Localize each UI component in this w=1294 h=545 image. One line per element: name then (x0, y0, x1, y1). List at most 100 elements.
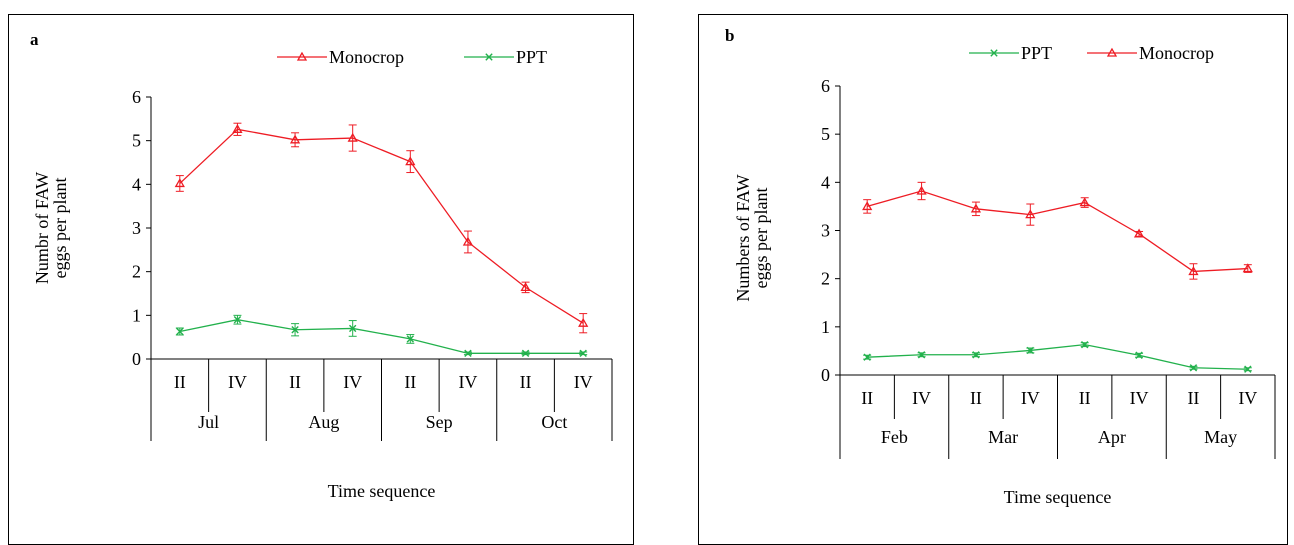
y-tick-label: 6 (132, 87, 141, 107)
legend-label: Monocrop (329, 47, 404, 67)
series-monocrop (862, 181, 1253, 280)
marker-x-stroke (1189, 364, 1198, 372)
y-tick-label: 1 (132, 305, 141, 325)
x-tick-label: II (174, 372, 186, 392)
legend-entry-ppt: PPT (969, 43, 1052, 63)
y-tick-label: 5 (821, 124, 830, 144)
panel-label: a (30, 30, 39, 49)
y-tick-label: 0 (132, 349, 141, 369)
legend-marker (485, 53, 493, 61)
y-tick-label: 2 (821, 269, 830, 289)
y-tick-label: 5 (132, 131, 141, 151)
data-point (289, 134, 301, 144)
y-tick-label: 4 (821, 172, 830, 192)
data-point (1026, 346, 1035, 355)
legend-label: PPT (516, 47, 547, 67)
data-point (1244, 365, 1252, 373)
marker-x-stroke (972, 351, 980, 359)
data-point (464, 349, 472, 358)
legend-marker (1106, 47, 1118, 57)
data-point (347, 132, 358, 142)
data-point (1133, 228, 1145, 238)
legend-entry-ppt: PPT (464, 47, 547, 67)
x-tick-label: IV (343, 372, 362, 392)
data-point (1189, 364, 1198, 372)
y-tick-label: 2 (132, 262, 141, 282)
data-point (578, 317, 589, 327)
x-tick-label: IV (458, 372, 477, 392)
x-group-label: Sep (426, 412, 453, 432)
data-point (862, 201, 873, 211)
data-point (462, 236, 474, 246)
legend-label: Monocrop (1139, 43, 1214, 63)
chart-svg: a 0 1 2 3 4 5 6 II IV II IV II IV II IV Jul Aug Sep Oct Time… (30, 30, 613, 501)
y-tick-label: 3 (821, 221, 830, 241)
y-axis-title-line1: Numbers of FAW (733, 174, 753, 301)
data-point (1242, 263, 1253, 273)
legend-entry-monocrop: Monocrop (1087, 43, 1214, 63)
x-group-label: Mar (988, 427, 1018, 447)
x-axis-title: Time sequence (1004, 487, 1112, 507)
x-tick-label: IV (1130, 388, 1149, 408)
x-tick-label: II (861, 388, 873, 408)
marker-x-stroke (917, 351, 926, 359)
series-line (179, 319, 584, 354)
y-axis-title-line1: Numbr of FAW (32, 172, 52, 284)
x-tick-label: II (520, 372, 532, 392)
marker-x-stroke (464, 349, 472, 358)
y-tick-label: 6 (821, 76, 830, 96)
data-point (406, 335, 415, 343)
chart-panel-b: b 0 1 2 3 4 5 6 II IV II IV II IV II IV Feb Mar Apr May Time… (698, 14, 1288, 545)
panel-label: b (725, 26, 734, 45)
marker-x-stroke (1080, 340, 1089, 349)
data-point (521, 349, 530, 358)
data-point (1025, 209, 1036, 219)
marker-x-stroke (291, 326, 299, 334)
legend-marker (296, 51, 308, 61)
series-monocrop (174, 122, 589, 334)
data-point (972, 351, 980, 359)
data-point (174, 178, 185, 188)
data-point (917, 351, 926, 359)
x-axis-title: Time sequence (328, 481, 436, 501)
marker-x-stroke (521, 349, 530, 358)
data-point (1135, 351, 1143, 359)
data-point (176, 327, 184, 336)
series-ppt (863, 340, 1252, 373)
marker-x-stroke (1026, 346, 1035, 355)
series-line (179, 128, 584, 324)
marker-x-stroke (1135, 351, 1143, 359)
x-group-label: May (1204, 427, 1237, 447)
marker-x-stroke (406, 335, 415, 343)
x-tick-label: IV (1021, 388, 1040, 408)
chart-panel-a: a 0 1 2 3 4 5 6 II IV II IV II IV II IV Jul Aug Sep Oct Time… (8, 14, 634, 545)
x-tick-label: IV (228, 372, 247, 392)
series-line (867, 343, 1248, 370)
x-group-label: Feb (881, 427, 908, 447)
marker-x-stroke (233, 316, 242, 324)
data-point (1079, 197, 1090, 207)
legend-entry-monocrop: Monocrop (277, 47, 404, 67)
x-tick-label: IV (912, 388, 931, 408)
data-point (1188, 266, 1199, 276)
y-tick-label: 3 (132, 218, 141, 238)
x-tick-label: II (1079, 388, 1091, 408)
legend-label: PPT (1021, 43, 1052, 63)
x-tick-label: IV (574, 372, 593, 392)
data-point (970, 203, 982, 213)
marker-x-stroke (485, 53, 493, 61)
x-tick-label: II (970, 388, 982, 408)
x-tick-label: IV (1238, 388, 1257, 408)
data-point (291, 326, 299, 334)
y-tick-label: 4 (132, 174, 141, 194)
data-point (579, 349, 587, 358)
data-point (232, 124, 243, 133)
data-point (863, 353, 871, 361)
legend-marker (990, 49, 998, 57)
y-tick-label: 1 (821, 317, 830, 337)
x-tick-label: II (404, 372, 416, 392)
x-tick-label: II (1187, 388, 1199, 408)
data-point (405, 156, 416, 166)
y-axis-title-line2: eggs per plant (751, 188, 771, 289)
